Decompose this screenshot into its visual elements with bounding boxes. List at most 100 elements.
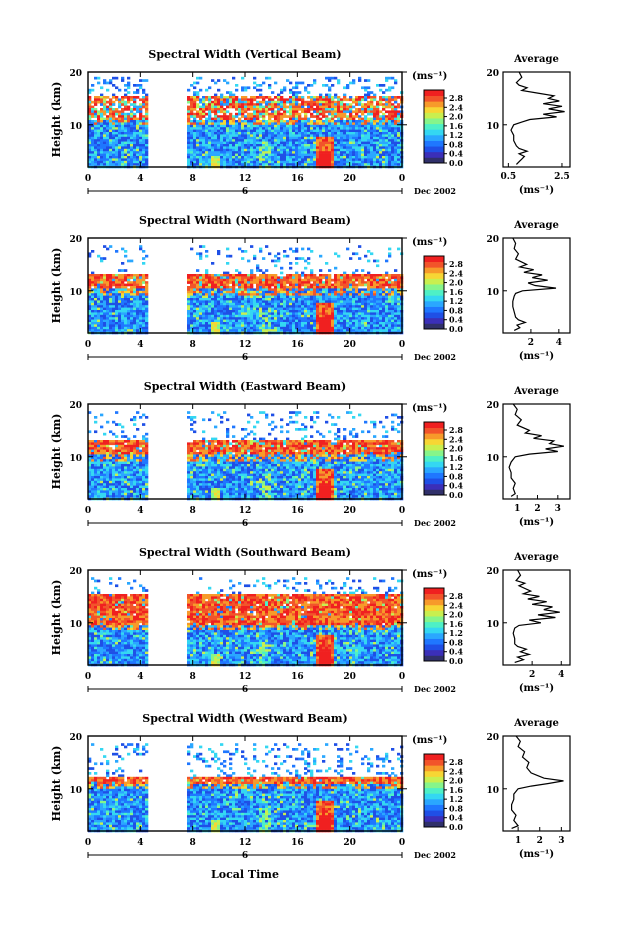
heatmap-cell bbox=[370, 298, 374, 301]
heatmap-cell bbox=[292, 293, 296, 296]
heatmap-cell bbox=[289, 88, 293, 92]
heatmap-cell bbox=[103, 329, 107, 332]
heatmap-cell bbox=[382, 153, 386, 157]
heatmap-cell bbox=[331, 310, 335, 313]
heatmap-cell bbox=[199, 160, 203, 164]
heatmap-cell bbox=[388, 153, 392, 157]
heatmap-cell bbox=[361, 302, 365, 306]
heatmap-cell bbox=[343, 148, 347, 152]
heatmap-cell bbox=[211, 329, 215, 332]
heatmap-cell bbox=[259, 134, 263, 138]
heatmap-cell bbox=[220, 146, 224, 150]
heatmap-cell bbox=[307, 326, 311, 330]
heatmap-cell bbox=[244, 132, 248, 135]
heatmap-cell bbox=[313, 98, 317, 102]
heatmap-cell bbox=[229, 163, 233, 166]
heatmap-cell bbox=[118, 286, 122, 289]
heatmap-cell bbox=[397, 160, 401, 164]
heatmap-cell bbox=[265, 144, 269, 147]
heatmap-cell bbox=[346, 115, 350, 118]
heatmap-cell bbox=[346, 146, 350, 150]
heatmap-cell bbox=[88, 91, 92, 94]
heatmap-cell bbox=[247, 298, 251, 301]
heatmap-cell bbox=[310, 286, 314, 289]
heatmap-cell bbox=[223, 278, 227, 282]
heatmap-cell bbox=[268, 139, 272, 142]
heatmap-cell bbox=[313, 151, 317, 154]
heatmap-cell bbox=[262, 117, 266, 121]
heatmap-cell bbox=[286, 139, 290, 142]
heatmap-cell bbox=[217, 310, 221, 313]
heatmap-cell bbox=[100, 136, 104, 140]
heatmap-cell bbox=[262, 156, 266, 159]
heatmap-cell bbox=[223, 312, 227, 316]
heatmap-cell bbox=[139, 293, 143, 296]
heatmap-cell bbox=[100, 298, 104, 301]
heatmap-cell bbox=[283, 312, 287, 316]
heatmap-cell bbox=[103, 324, 107, 328]
heatmap-cell bbox=[373, 112, 377, 116]
heatmap-cell bbox=[280, 120, 284, 123]
heatmap-cell bbox=[331, 326, 335, 330]
heatmap-cell bbox=[145, 110, 149, 114]
heatmap-cell bbox=[397, 115, 401, 118]
heatmap-cell bbox=[223, 112, 227, 116]
heatmap-cell bbox=[94, 103, 98, 106]
heatmap-cell bbox=[304, 324, 308, 328]
heatmap-cell bbox=[238, 278, 242, 282]
heatmap-cell bbox=[106, 139, 110, 142]
heatmap-cell bbox=[295, 129, 299, 133]
heatmap-cell bbox=[364, 146, 368, 150]
heatmap-cell bbox=[115, 151, 119, 154]
heatmap-cell bbox=[238, 105, 242, 109]
heatmap-cell bbox=[94, 146, 98, 150]
heatmap-cell bbox=[112, 115, 116, 118]
heatmap-cell bbox=[232, 276, 236, 280]
heatmap-cell bbox=[349, 314, 353, 318]
heatmap-cell bbox=[289, 302, 293, 306]
heatmap-cell bbox=[346, 288, 350, 292]
heatmap-cell bbox=[391, 156, 395, 159]
heatmap-cell bbox=[217, 98, 221, 102]
heatmap-cell bbox=[346, 324, 350, 328]
heatmap-cell bbox=[223, 122, 227, 126]
heatmap-cell bbox=[307, 117, 311, 121]
heatmap-cell bbox=[124, 122, 128, 126]
heatmap-cell bbox=[307, 156, 311, 159]
heatmap-cell bbox=[223, 326, 227, 330]
heatmap-cell bbox=[226, 117, 230, 121]
heatmap-cell bbox=[253, 288, 257, 292]
heatmap-cell bbox=[235, 269, 239, 272]
heatmap-cell bbox=[106, 317, 110, 320]
heatmap-cell bbox=[214, 322, 218, 325]
heatmap-cell bbox=[292, 148, 296, 152]
heatmap-cell bbox=[124, 153, 128, 157]
heatmap-cell bbox=[229, 124, 233, 128]
heatmap-cell bbox=[205, 156, 209, 159]
heatmap-cell bbox=[319, 298, 323, 301]
heatmap-cell bbox=[307, 324, 311, 328]
heatmap-cell bbox=[97, 100, 101, 104]
heatmap-cell bbox=[139, 158, 143, 162]
heatmap-cell bbox=[145, 312, 149, 316]
heatmap-cell bbox=[217, 100, 221, 104]
heatmap-cell bbox=[217, 281, 221, 284]
heatmap-cell bbox=[334, 93, 338, 97]
heatmap-cell bbox=[286, 300, 290, 304]
heatmap-cell bbox=[286, 254, 290, 258]
heatmap-cell bbox=[364, 160, 368, 164]
heatmap-cell bbox=[247, 312, 251, 316]
heatmap-cell bbox=[382, 132, 386, 135]
heatmap-cell bbox=[256, 117, 260, 121]
heatmap-cell bbox=[253, 278, 257, 282]
heatmap-cell bbox=[373, 139, 377, 142]
heatmap-cell bbox=[328, 307, 332, 311]
average-y-tick-label: 20 bbox=[486, 69, 499, 79]
heatmap-cell bbox=[244, 305, 248, 308]
heatmap-cell bbox=[349, 124, 353, 128]
heatmap-cell bbox=[343, 160, 347, 164]
heatmap-cell bbox=[292, 96, 296, 99]
heatmap-cell bbox=[232, 329, 236, 332]
heatmap-cell bbox=[325, 120, 329, 123]
heatmap-cell bbox=[145, 117, 149, 121]
